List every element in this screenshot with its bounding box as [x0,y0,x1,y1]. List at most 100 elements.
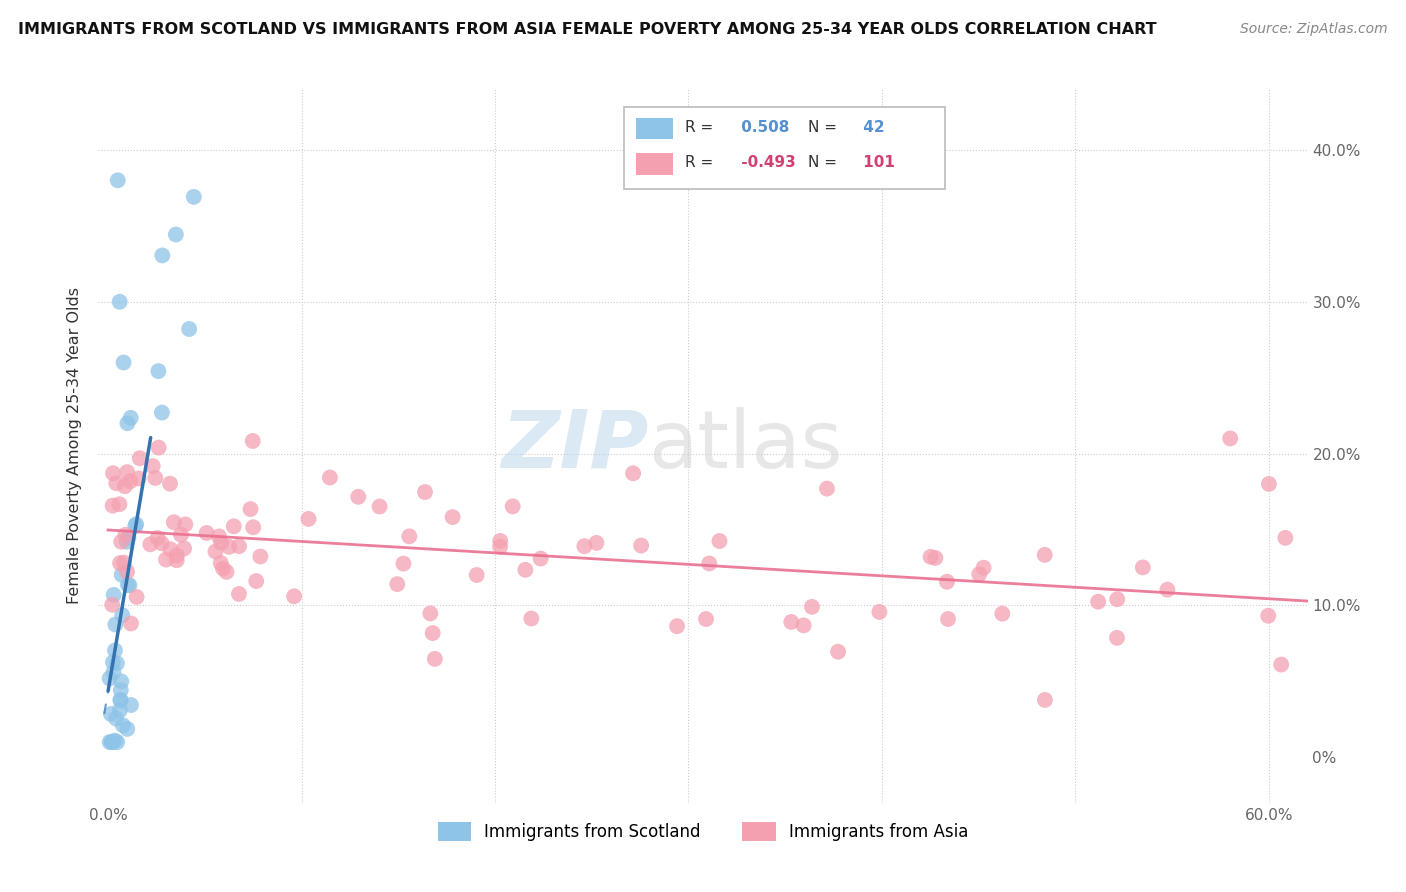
Point [173,541,195,556]
Point [935,574,957,589]
Point [155,552,177,566]
Point [1132,560,1154,574]
Point [110,674,132,689]
Point [110,694,132,708]
Point [148,441,170,455]
Point [1033,693,1056,707]
Point [249,549,271,564]
Point [368,500,391,514]
Point [114,528,136,542]
Point [1219,431,1241,445]
Point [117,531,139,545]
Point [630,539,652,553]
Point [101,735,124,749]
Text: 101: 101 [858,155,894,170]
Point [108,703,131,717]
Point [105,735,128,749]
Point [423,652,446,666]
Text: N =: N = [808,155,837,170]
Point [103,665,125,680]
Point [585,536,607,550]
Point [666,619,689,633]
Point [245,574,267,588]
Point [166,549,188,563]
Point [108,294,131,309]
Point [124,519,146,533]
Point [115,534,138,549]
Point [174,517,197,532]
Point [146,531,169,545]
Point [413,485,436,500]
Point [128,451,150,466]
Text: atlas: atlas [648,407,844,485]
Point [242,520,264,534]
Point [148,364,170,378]
Point [101,656,124,670]
Point [150,248,173,262]
Point [695,612,717,626]
Point [574,539,596,553]
Point [117,722,139,736]
Point [100,706,122,721]
Point [347,490,370,504]
Point [108,556,131,570]
Point [204,544,226,558]
Point [1156,582,1178,597]
Point [159,476,181,491]
Point [103,588,125,602]
Point [112,355,135,369]
Point [621,467,644,481]
Text: R =: R = [685,120,713,135]
Point [924,550,946,565]
Point [709,534,731,549]
Point [101,499,124,513]
Text: ZIP: ZIP [501,407,648,485]
Point [166,553,188,567]
Point [422,626,444,640]
Point [242,434,264,448]
Point [991,607,1014,621]
Point [120,475,142,489]
Point [1274,531,1296,545]
Point [112,556,135,570]
Point [697,557,720,571]
Text: R =: R = [685,155,713,170]
Point [195,526,218,541]
Point [1270,657,1292,672]
Point [392,557,415,571]
Point [1107,592,1129,607]
Point [142,459,165,474]
Point [297,512,319,526]
Point [101,598,124,612]
Point [228,587,250,601]
Point [1033,548,1056,562]
Point [125,517,148,532]
Point [115,565,138,579]
Point [489,533,512,548]
Point [105,657,128,671]
Point [163,515,186,529]
FancyBboxPatch shape [637,153,672,175]
Point [114,479,136,493]
Point [1105,631,1128,645]
Point [515,563,537,577]
Legend: Immigrants from Scotland, Immigrants from Asia: Immigrants from Scotland, Immigrants fro… [430,815,976,848]
Text: N =: N = [808,120,837,135]
Y-axis label: Female Poverty Among 25-34 Year Olds: Female Poverty Among 25-34 Year Olds [67,287,83,605]
Point [118,578,141,592]
Point [398,529,420,543]
Point [120,410,142,425]
Text: -0.493: -0.493 [735,155,796,170]
Point [117,578,139,592]
Point [209,535,232,549]
Point [489,540,512,554]
Point [170,527,193,541]
Point [117,416,139,430]
Point [125,590,148,604]
Point [283,589,305,603]
FancyBboxPatch shape [624,107,945,189]
Point [530,551,553,566]
Point [419,607,441,621]
Point [105,712,128,726]
Point [319,470,342,484]
